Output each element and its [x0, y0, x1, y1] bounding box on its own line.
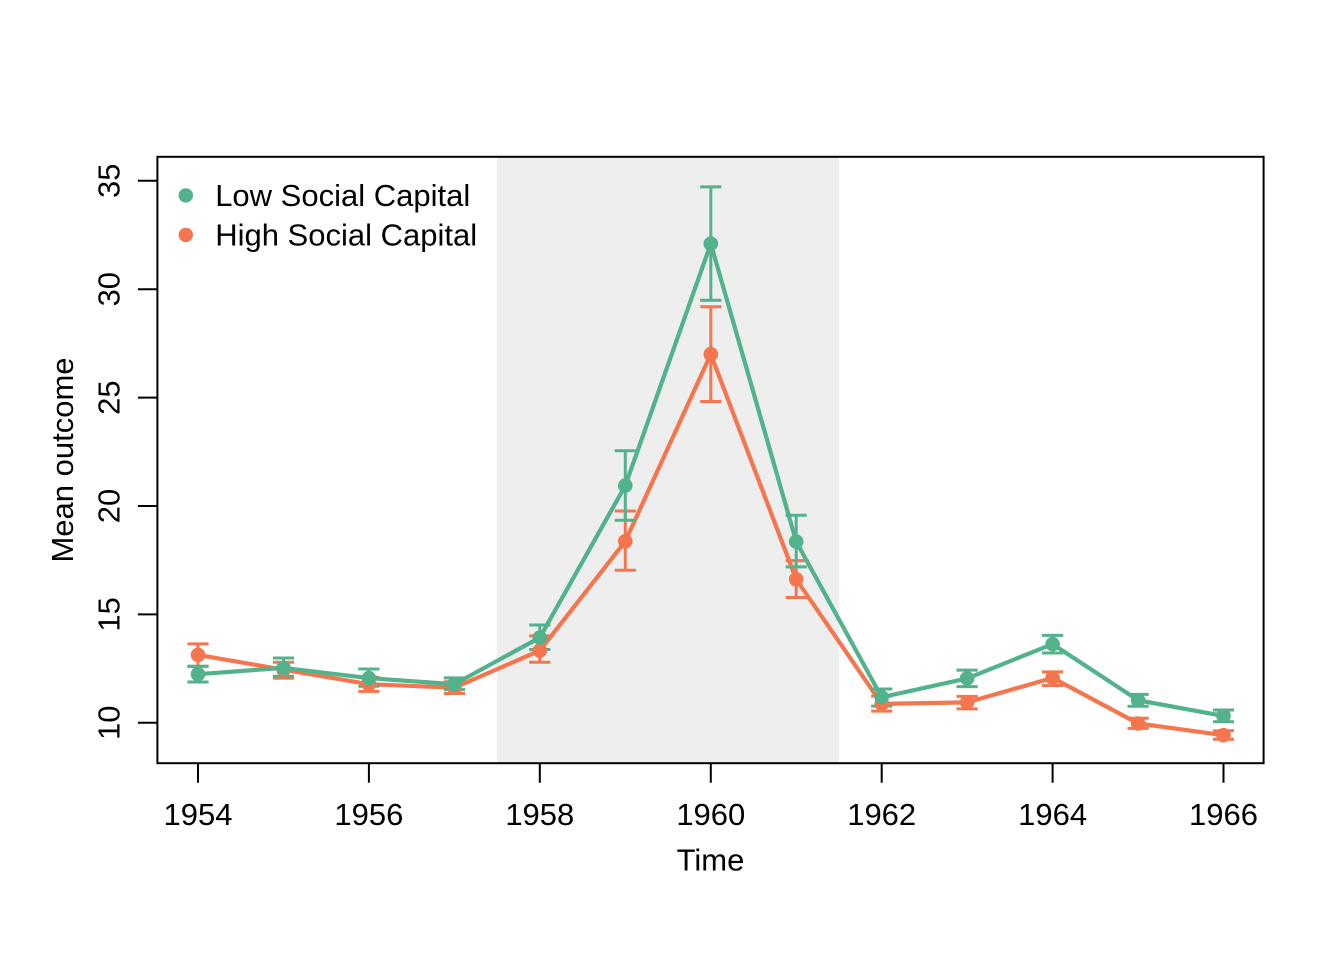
svg-text:1966: 1966: [1189, 797, 1258, 832]
svg-text:1958: 1958: [505, 797, 574, 832]
svg-text:10: 10: [91, 706, 126, 740]
svg-text:20: 20: [91, 489, 126, 523]
svg-text:Time: Time: [677, 843, 745, 878]
svg-text:1954: 1954: [164, 797, 233, 832]
svg-text:15: 15: [91, 597, 126, 631]
svg-text:35: 35: [91, 164, 126, 198]
svg-text:High Social Capital: High Social Capital: [215, 218, 477, 253]
svg-text:Low Social Capital: Low Social Capital: [215, 178, 470, 213]
svg-text:25: 25: [91, 380, 126, 414]
svg-text:30: 30: [91, 272, 126, 306]
svg-text:Mean outcome: Mean outcome: [45, 357, 80, 562]
svg-text:1960: 1960: [676, 797, 745, 832]
svg-text:1956: 1956: [334, 797, 403, 832]
svg-text:1964: 1964: [1018, 797, 1087, 832]
svg-text:1962: 1962: [847, 797, 916, 832]
